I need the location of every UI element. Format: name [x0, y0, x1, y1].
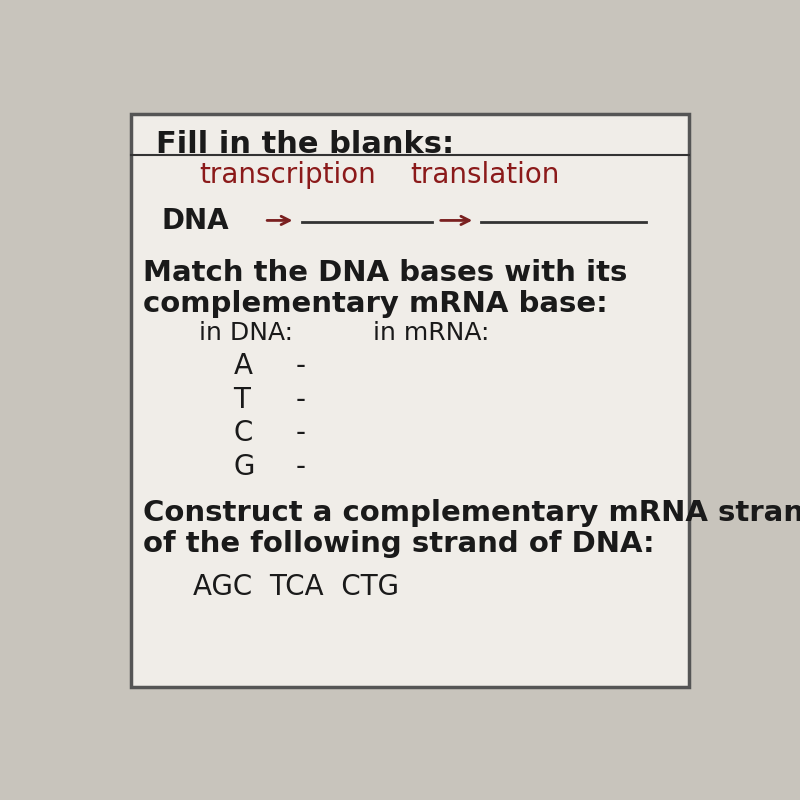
Text: -: - — [295, 386, 306, 414]
Text: translation: translation — [410, 161, 559, 189]
Text: -: - — [295, 352, 306, 380]
Text: G: G — [234, 454, 254, 482]
Text: complementary mRNA base:: complementary mRNA base: — [143, 290, 608, 318]
Text: in DNA:: in DNA: — [199, 321, 293, 345]
Text: of the following strand of DNA:: of the following strand of DNA: — [143, 530, 655, 558]
Text: in mRNA:: in mRNA: — [373, 321, 489, 345]
Text: Construct a complementary mRNA strand: Construct a complementary mRNA strand — [143, 499, 800, 527]
Text: -: - — [295, 454, 306, 482]
Text: DNA: DNA — [162, 207, 230, 235]
Text: AGC  TCA  CTG: AGC TCA CTG — [193, 574, 399, 602]
Text: T: T — [234, 386, 250, 414]
Text: transcription: transcription — [199, 161, 376, 189]
Text: Fill in the blanks:: Fill in the blanks: — [156, 130, 454, 159]
FancyBboxPatch shape — [131, 114, 689, 687]
Text: A: A — [234, 352, 252, 380]
Text: C: C — [234, 419, 253, 447]
Text: Match the DNA bases with its: Match the DNA bases with its — [143, 259, 628, 287]
Text: -: - — [295, 419, 306, 447]
